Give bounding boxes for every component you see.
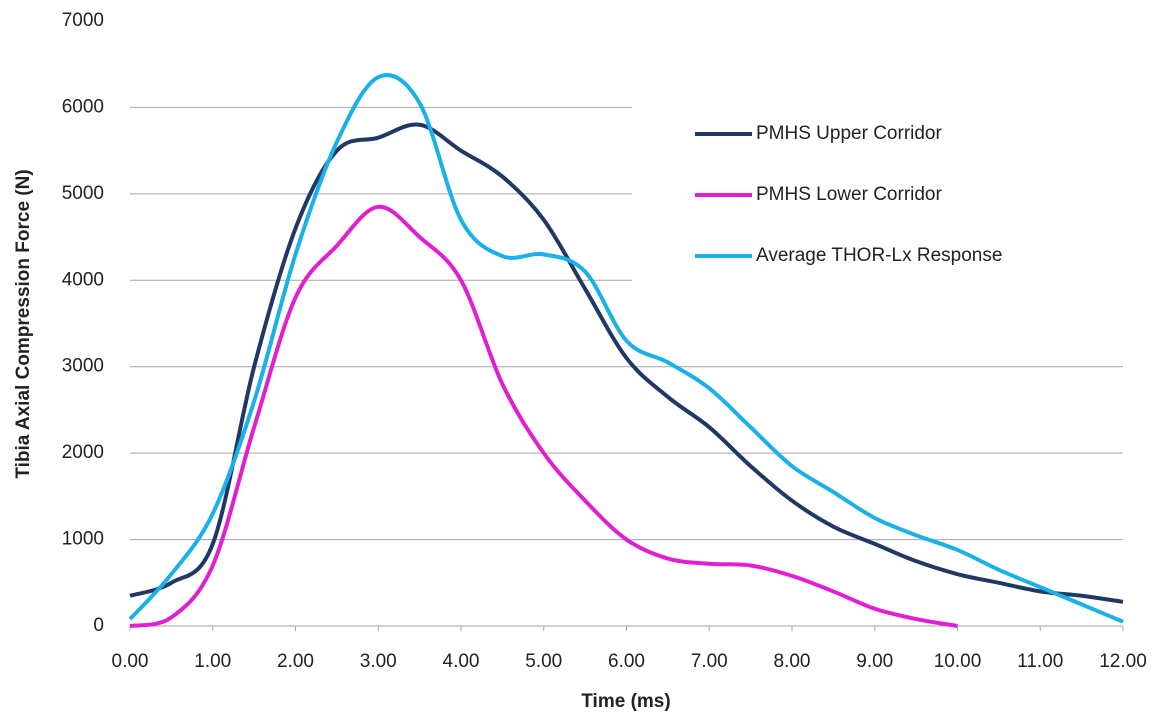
- y-tick-label: 7000: [62, 10, 104, 31]
- legend-label: Average THOR-Lx Response: [756, 245, 1002, 266]
- x-tick-label: 1.00: [194, 651, 231, 672]
- x-tick-label: 3.00: [360, 651, 397, 672]
- x-tick-label: 6.00: [608, 651, 645, 672]
- x-tick-label: 4.00: [443, 651, 480, 672]
- y-tick-label: 5000: [62, 183, 104, 204]
- line-series: [129, 204, 958, 628]
- y-tick-label: 2000: [62, 442, 104, 463]
- x-axis-title: Time (ms): [581, 691, 670, 712]
- x-tick-label: 11.00: [1017, 651, 1063, 672]
- legend-label: PMHS Upper Corridor: [756, 123, 942, 144]
- y-axis-title: Tibia Axial Compression Force (N): [13, 169, 34, 478]
- y-tick-label: 0: [93, 615, 104, 636]
- line-series: [129, 122, 1124, 604]
- x-tick-label: 7.00: [691, 651, 728, 672]
- line-series: [128, 73, 1124, 624]
- legend-label: PMHS Lower Corridor: [756, 184, 942, 205]
- x-tick-label: 9.00: [856, 651, 893, 672]
- x-tick-label: 12.00: [1099, 651, 1147, 672]
- x-tick-label: 5.00: [525, 651, 562, 672]
- y-tick-label: 3000: [62, 356, 104, 377]
- x-tick-label: 8.00: [774, 651, 811, 672]
- y-tick-label: 6000: [62, 96, 104, 117]
- y-tick-label: 4000: [62, 269, 104, 290]
- x-tick-label: 10.00: [934, 651, 982, 672]
- y-tick-label: 1000: [62, 529, 104, 550]
- x-tick-label: 2.00: [277, 651, 314, 672]
- x-tick-label: 0.00: [112, 651, 149, 672]
